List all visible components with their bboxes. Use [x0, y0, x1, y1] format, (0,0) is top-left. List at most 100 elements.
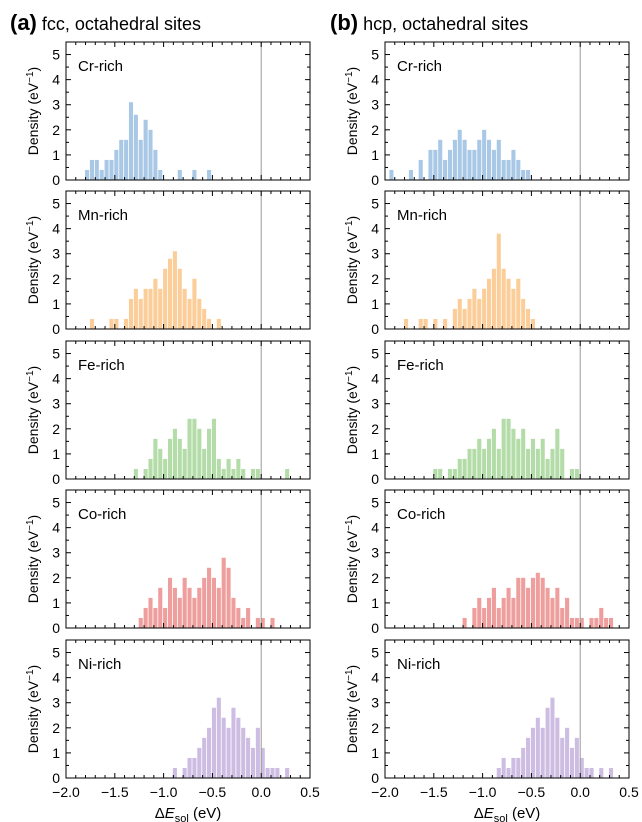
histogram-bar	[207, 428, 212, 479]
histogram-bar	[467, 298, 472, 329]
histogram-bar	[133, 288, 138, 329]
y-tick-label: 3	[52, 246, 60, 262]
x-axis-label: ΔEsol (eV)	[155, 805, 222, 822]
histogram-bar	[221, 717, 226, 778]
histogram-bar	[148, 458, 153, 479]
histogram-bar	[472, 288, 477, 329]
histogram-bar	[555, 587, 560, 628]
histogram-bar	[138, 617, 143, 628]
y-tick-label: 5	[52, 645, 60, 661]
histogram-bar	[501, 757, 506, 778]
histogram-bar	[584, 767, 589, 778]
histogram-bar	[545, 707, 550, 778]
x-tick-label: −1.5	[101, 784, 129, 800]
histogram-bar	[197, 747, 202, 778]
histogram-bar	[501, 597, 506, 628]
subplot-label-b-mn: Mn-rich	[397, 207, 447, 224]
histogram-bar	[579, 617, 584, 628]
histogram-bar	[270, 767, 275, 778]
histogram-bar	[241, 468, 246, 479]
histogram-bar	[197, 298, 202, 329]
histogram-bar	[216, 587, 221, 628]
histogram-bar	[496, 767, 501, 778]
subplot-frame	[65, 489, 311, 629]
histogram-bar	[211, 577, 216, 628]
y-tick-label: 5	[371, 196, 379, 212]
y-tick-label: 3	[52, 695, 60, 711]
histogram-bar	[511, 757, 516, 778]
y-tick-label: 1	[52, 745, 60, 761]
y-tick-label: 1	[52, 595, 60, 611]
histogram-bar	[565, 597, 570, 628]
histogram-bar	[555, 717, 560, 778]
histogram-bar	[462, 458, 467, 479]
histogram-bar	[526, 169, 531, 180]
histogram-bar	[467, 448, 472, 479]
histogram-bar	[389, 169, 394, 180]
histogram-bar	[153, 149, 158, 180]
y-tick-label: 2	[371, 421, 379, 437]
histogram-bar	[516, 757, 521, 778]
histogram-bar	[255, 617, 260, 628]
histogram-bar	[109, 159, 114, 180]
histogram-bar	[477, 597, 482, 628]
subplot-label-b-cr: Cr-rich	[397, 58, 442, 75]
subplot-frame	[65, 340, 311, 480]
histogram-bar	[177, 597, 182, 628]
histogram-bar	[192, 278, 197, 329]
histogram-bar	[211, 418, 216, 479]
y-tick-label: 5	[371, 346, 379, 362]
histogram-bar	[477, 438, 482, 479]
y-tick-label: 2	[52, 421, 60, 437]
histogram-bar	[187, 757, 192, 778]
y-tick-label: 4	[52, 520, 60, 536]
subplot-label-a-mn: Mn-rich	[78, 207, 128, 224]
histogram-bar	[124, 139, 129, 180]
y-tick-label: 4	[371, 72, 379, 88]
histogram-bar	[207, 567, 212, 628]
histogram-bar	[540, 577, 545, 628]
x-tick-label: 0.5	[300, 784, 320, 800]
histogram-bar	[418, 318, 423, 329]
subplot-label-b-ni: Ni-rich	[397, 656, 440, 673]
histogram-bar	[158, 288, 163, 329]
histogram-bar	[516, 278, 521, 329]
subplot-frame	[65, 190, 311, 330]
y-tick-label: 3	[371, 396, 379, 412]
histogram-bar	[187, 418, 192, 479]
histogram-bar	[236, 717, 241, 778]
histogram-bar	[197, 428, 202, 479]
histogram-bar	[433, 149, 438, 180]
x-tick-label: −2.0	[52, 784, 80, 800]
histogram-bar	[452, 308, 457, 329]
histogram-bar	[216, 697, 221, 778]
histogram-bar	[535, 448, 540, 479]
histogram-bar	[255, 727, 260, 778]
histogram-bar	[89, 318, 94, 329]
histogram-bar	[153, 278, 158, 329]
histogram-bar	[158, 169, 163, 180]
y-tick-label: 4	[52, 72, 60, 88]
y-tick-label: 4	[371, 221, 379, 237]
y-axis-label: Density (eV−1)	[344, 665, 360, 753]
y-tick-label: 4	[371, 520, 379, 536]
histogram-bar	[172, 251, 177, 329]
x-tick-label: 0.0	[570, 784, 590, 800]
histogram-bar	[516, 577, 521, 628]
histogram-bar	[486, 278, 492, 329]
subplot-frame	[384, 41, 630, 181]
histogram-bar	[447, 149, 453, 180]
y-tick-label: 0	[52, 471, 60, 487]
histogram-bar	[438, 139, 443, 180]
subplot-label-a-cr: Cr-rich	[78, 58, 123, 75]
histogram-bar	[143, 288, 148, 329]
histogram-bar	[216, 318, 221, 329]
histogram-bar	[143, 468, 148, 479]
histogram-bar	[511, 597, 516, 628]
histogram-bar	[85, 169, 90, 180]
histogram-bar	[550, 597, 555, 628]
histogram-bar	[521, 298, 526, 329]
histogram-bar	[472, 607, 477, 628]
subplot-frame	[384, 489, 630, 629]
